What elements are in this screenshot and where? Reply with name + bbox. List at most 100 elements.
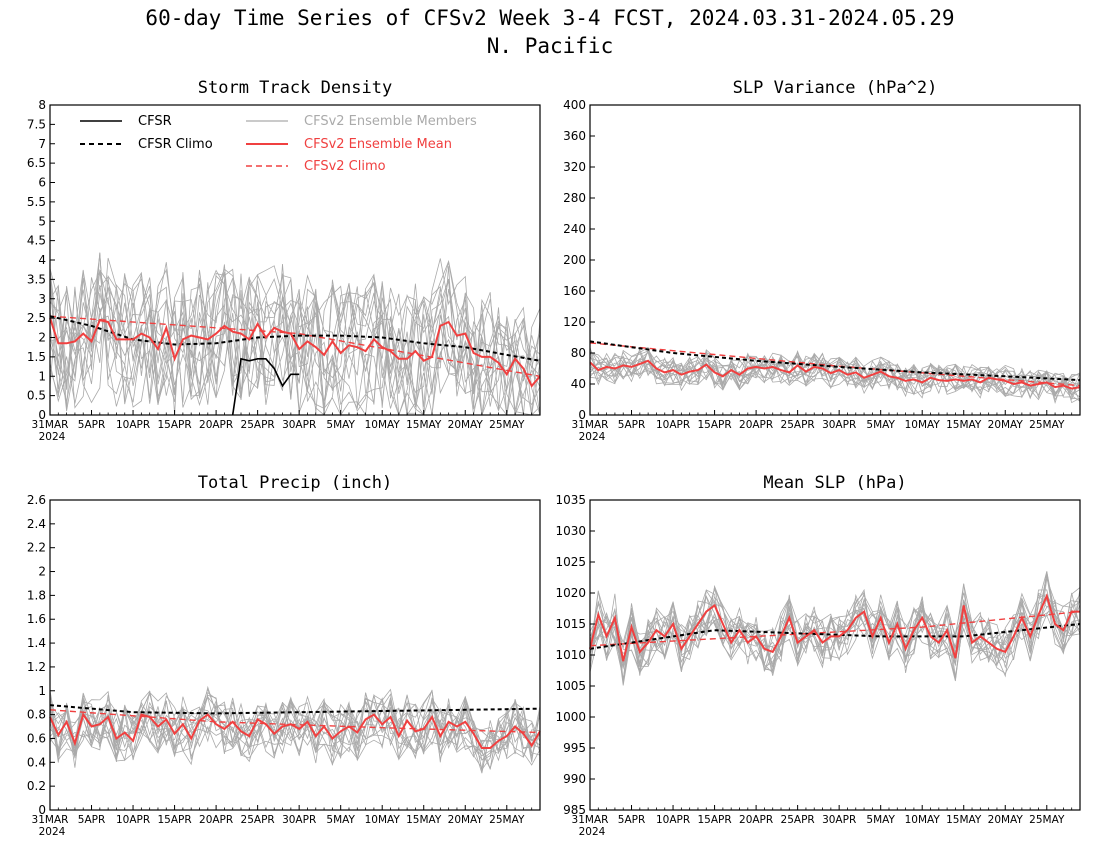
x-tick-label: 5APR bbox=[618, 814, 646, 826]
y-tick-label: 8 bbox=[38, 98, 46, 112]
legend: CFSR CFSR Climo CFSv2 Ensemble Members CFSv… bbox=[80, 114, 477, 174]
x-tick-label: 20APR bbox=[199, 814, 233, 826]
y-tick-label: 2 bbox=[38, 565, 46, 579]
x-tick-label: 10MAY bbox=[365, 419, 401, 431]
y-tick-label: 3.5 bbox=[27, 272, 46, 286]
y-tick-label: 0 bbox=[578, 408, 586, 422]
y-tick-label: 1.6 bbox=[27, 612, 46, 626]
legend-label: CFSR bbox=[138, 114, 172, 129]
ensemble-member-line bbox=[49, 259, 541, 417]
x-tick-label: 10MAY bbox=[905, 419, 941, 431]
x-tick-label: 25MAY bbox=[1029, 419, 1065, 431]
panel-title: Total Precip (inch) bbox=[198, 473, 392, 493]
y-tick-label: 240 bbox=[563, 222, 586, 236]
panel-1: SLP Variance (hPa^2) 0 40 80 120 160 200 240 280… bbox=[563, 78, 1081, 443]
x-tick-label: 5APR bbox=[78, 419, 106, 431]
y-tick-label: 1.4 bbox=[27, 636, 46, 650]
series-cfsv2-ensemble-mean bbox=[589, 359, 1081, 390]
y-tick-label: 2.5 bbox=[27, 311, 46, 325]
series-cfsr-climo bbox=[589, 340, 1081, 382]
y-tick-label: 0.6 bbox=[27, 731, 46, 745]
ensemble-member-line bbox=[589, 350, 1081, 399]
x-tick-label: 10MAY bbox=[365, 814, 401, 826]
x-tick-label-year: 2024 bbox=[579, 431, 606, 443]
y-tick-label: 0.4 bbox=[27, 755, 46, 769]
x-tick-label: 5MAY bbox=[326, 419, 355, 431]
x-tick-label-year: 2024 bbox=[39, 431, 66, 443]
x-tick-label: 20MAY bbox=[988, 814, 1024, 826]
series-cfsv2-ensemble-mean bbox=[49, 712, 541, 749]
plot-frame bbox=[49, 499, 541, 811]
y-tick-label: 0.5 bbox=[27, 389, 46, 403]
ensemble-member-line bbox=[49, 254, 540, 416]
series-cfsr-climo bbox=[49, 704, 541, 715]
x-tick-label: 10MAY bbox=[905, 814, 941, 826]
legend-label: CFSR Climo bbox=[138, 137, 213, 152]
x-tick-label: 30APR bbox=[282, 419, 316, 431]
series-cfsv2-climo bbox=[589, 610, 1081, 647]
x-tick-label: 25APR bbox=[781, 419, 815, 431]
x-tick-label: 30APR bbox=[282, 814, 316, 826]
x-tick-label: 20APR bbox=[739, 419, 773, 431]
y-tick-label: 6 bbox=[38, 176, 46, 190]
x-tick-label: 25APR bbox=[241, 419, 275, 431]
panel-0: Storm Track Density 0 0.5 1 1.5 2 2.5 3 3.5 4 4.5 5… bbox=[27, 78, 541, 443]
panel-3: Mean SLP (hPa) 985 990 995 1000 1005 1010 1015 1… bbox=[555, 473, 1081, 838]
x-tick-label: 10APR bbox=[116, 814, 150, 826]
y-tick-label: 1005 bbox=[555, 679, 586, 693]
x-tick-label: 5APR bbox=[618, 419, 646, 431]
series-cfsv2-ensemble-mean bbox=[49, 317, 541, 388]
series-cfsv2-climo bbox=[49, 709, 541, 734]
x-tick-label: 30APR bbox=[822, 814, 856, 826]
ensemble-member-line bbox=[49, 690, 541, 772]
x-tick-label: 15APR bbox=[697, 814, 731, 826]
y-tick-label: 200 bbox=[563, 253, 586, 267]
panel-2: Total Precip (inch) 0 0.2 0.4 0.6 0.8 1 1.2 1.4 1… bbox=[27, 473, 541, 838]
y-tick-label: 5 bbox=[38, 214, 46, 228]
x-tick-label: 20MAY bbox=[988, 419, 1024, 431]
y-tick-label: 1.5 bbox=[27, 350, 46, 364]
ensemble-member-line bbox=[49, 257, 541, 412]
y-tick-label: 3 bbox=[38, 292, 46, 306]
y-tick-label: 1010 bbox=[555, 648, 586, 662]
x-tick-label: 10APR bbox=[116, 419, 150, 431]
y-tick-label: 160 bbox=[563, 284, 586, 298]
x-tick-label-year: 2024 bbox=[39, 826, 66, 838]
x-tick-label: 15MAY bbox=[406, 419, 442, 431]
panel-title: SLP Variance (hPa^2) bbox=[733, 78, 938, 98]
y-tick-label: 6.5 bbox=[27, 156, 46, 170]
ensemble-member-line bbox=[589, 354, 1081, 398]
y-tick-label: 40 bbox=[571, 377, 586, 391]
y-tick-label: 1015 bbox=[555, 617, 586, 631]
x-tick-label: 25APR bbox=[781, 814, 815, 826]
y-tick-label: 2.4 bbox=[27, 517, 46, 531]
x-tick-label: 15APR bbox=[697, 419, 731, 431]
y-tick-label: 1020 bbox=[555, 586, 586, 600]
y-tick-label: 4 bbox=[38, 253, 46, 267]
x-tick-label: 10APR bbox=[656, 419, 690, 431]
x-tick-label: 31MAR bbox=[32, 814, 69, 826]
page-subtitle: N. Pacific bbox=[486, 34, 614, 58]
ensemble-member-line bbox=[49, 252, 541, 416]
ensemble-member-line bbox=[589, 349, 1081, 401]
page-title: 60-day Time Series of CFSv2 Week 3-4 FCS… bbox=[145, 6, 955, 30]
y-tick-label: 990 bbox=[563, 772, 586, 786]
y-tick-label: 400 bbox=[563, 98, 586, 112]
y-tick-label: 1035 bbox=[555, 493, 586, 507]
y-tick-label: 1 bbox=[38, 369, 46, 383]
panel-title: Storm Track Density bbox=[198, 78, 392, 98]
x-tick-label: 20APR bbox=[739, 814, 773, 826]
x-tick-label: 31MAR bbox=[572, 419, 609, 431]
y-tick-label: 0 bbox=[38, 408, 46, 422]
y-tick-label: 1 bbox=[38, 684, 46, 698]
y-tick-label: 2.6 bbox=[27, 493, 46, 507]
x-tick-label: 15APR bbox=[157, 814, 191, 826]
y-tick-label: 1030 bbox=[555, 524, 586, 538]
x-tick-label: 5MAY bbox=[326, 814, 355, 826]
y-tick-label: 4.5 bbox=[27, 234, 46, 248]
x-tick-label: 15MAY bbox=[946, 419, 982, 431]
ensemble-member-line bbox=[49, 701, 541, 764]
legend-label: CFSv2 Ensemble Members bbox=[304, 114, 477, 129]
y-tick-label: 0.8 bbox=[27, 708, 46, 722]
